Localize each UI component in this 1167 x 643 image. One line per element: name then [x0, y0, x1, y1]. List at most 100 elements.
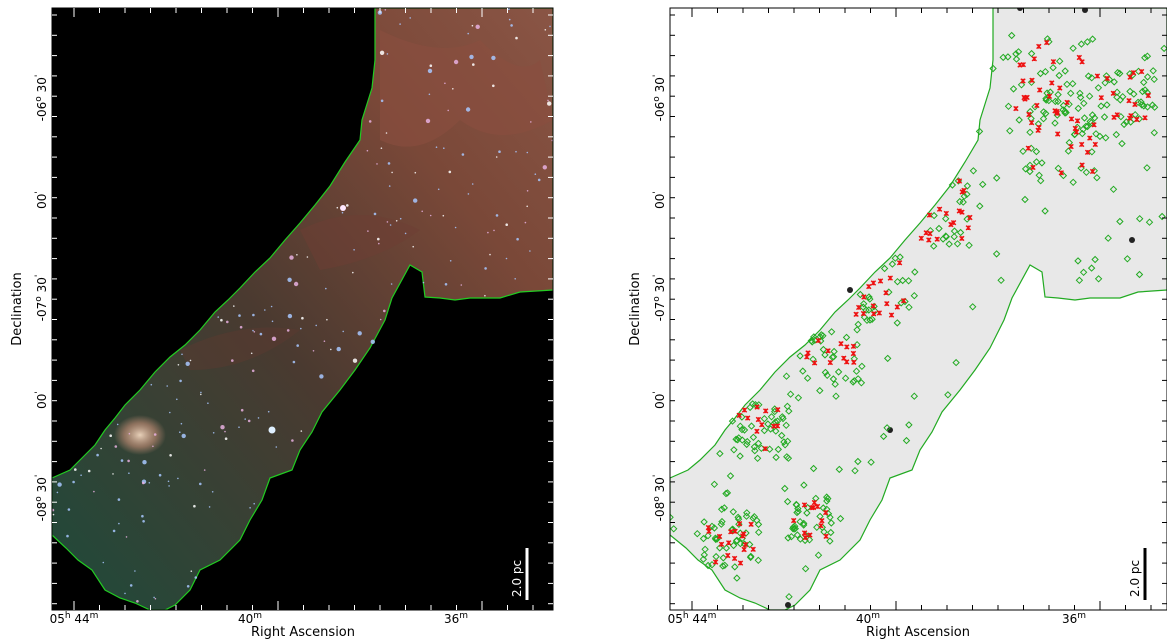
star	[141, 514, 144, 518]
yso-cross	[844, 359, 850, 365]
star	[231, 359, 234, 362]
yso-diamond	[753, 516, 761, 525]
yso-diamond	[732, 435, 740, 444]
yso-diamond	[701, 545, 709, 554]
yso-diamond	[999, 53, 1007, 62]
yso-cross	[1128, 113, 1134, 119]
yso-diamond	[1143, 52, 1152, 60]
star	[386, 221, 389, 223]
yso-cross	[809, 505, 815, 511]
yso-cross	[838, 341, 844, 347]
star	[167, 480, 170, 483]
yso-cross	[1074, 118, 1081, 124]
star	[388, 185, 391, 187]
yso-cross	[801, 502, 808, 508]
yso-diamond	[1045, 96, 1053, 105]
star	[395, 220, 398, 222]
star	[341, 211, 344, 214]
star	[57, 482, 62, 487]
left-y-tick-labels: -06o 30' 00' -07o 30' 00' -08o 30'	[34, 75, 49, 522]
yso-cross	[927, 230, 933, 237]
y-tick-label: 00'	[34, 191, 49, 209]
yso-diamond	[785, 592, 793, 601]
y-tick-label: -06o 30'	[34, 75, 49, 122]
yso-diamond	[803, 509, 811, 517]
right-y-tick-labels: -06o 30' 00' -07o 30' 00' -08o 30'	[652, 75, 667, 522]
star	[142, 481, 145, 485]
yso-diamond	[953, 240, 962, 248]
star	[185, 361, 190, 366]
yso-diamond	[1086, 117, 1094, 126]
yso-cross	[731, 555, 738, 562]
yso-cross	[934, 236, 940, 242]
star	[352, 358, 358, 363]
star	[142, 460, 147, 465]
y-tick-label: -07o 30'	[652, 275, 667, 322]
yso-cross	[818, 523, 824, 529]
yso-diamond	[1019, 147, 1027, 156]
yso-diamond	[1080, 99, 1088, 108]
star	[238, 426, 240, 429]
yso-cross	[1079, 141, 1085, 148]
star	[118, 522, 120, 525]
yso-diamond	[755, 401, 763, 409]
yso-cross	[871, 311, 877, 317]
yso-diamond	[1141, 53, 1149, 62]
yso-diamond	[787, 532, 796, 541]
yso-diamond	[827, 519, 836, 527]
star	[189, 359, 192, 362]
star	[200, 393, 202, 396]
yso-diamond	[948, 181, 957, 189]
yso-diamond	[1139, 78, 1148, 87]
star	[74, 468, 77, 471]
star	[435, 146, 438, 148]
star	[109, 434, 112, 438]
yso-diamond	[816, 333, 824, 341]
yso-diamond	[902, 436, 911, 445]
bright-star	[340, 205, 346, 211]
yso-cross	[742, 541, 749, 548]
yso-diamond	[883, 354, 892, 363]
yso-diamond	[1078, 129, 1087, 138]
yso-diamond	[712, 552, 720, 561]
yso-diamond	[965, 241, 973, 250]
star	[524, 221, 527, 224]
star	[427, 68, 433, 74]
star	[330, 348, 332, 351]
left-y-axis-label: Declination	[10, 272, 25, 346]
yso-diamond	[729, 541, 738, 550]
yso-diamond	[992, 174, 1001, 182]
yso-diamond	[851, 466, 859, 475]
star	[429, 214, 432, 217]
reflection-nebula	[114, 415, 166, 455]
star	[300, 327, 302, 330]
star	[526, 190, 529, 192]
yso-cross	[1134, 116, 1140, 123]
yso-cross	[741, 546, 747, 553]
yso-cross	[745, 415, 751, 421]
yso-diamond	[893, 319, 902, 327]
yso-cross	[706, 528, 712, 534]
star	[442, 214, 445, 217]
yso-cross	[1028, 120, 1035, 126]
yso-diamond	[753, 454, 762, 463]
yso-diamond	[783, 437, 792, 446]
x-tick-label: 36m	[444, 611, 468, 626]
star	[247, 419, 251, 423]
star	[179, 379, 182, 383]
yso-diamond	[793, 508, 801, 517]
yso-diamond	[896, 253, 904, 261]
yso-diamond	[1137, 98, 1145, 106]
yso-diamond	[1026, 161, 1034, 170]
star	[471, 24, 474, 27]
yso-diamond	[1101, 134, 1110, 142]
yso-cross	[876, 310, 882, 316]
yso-diamond	[729, 508, 738, 516]
x-tick-label: 36m	[1062, 611, 1086, 626]
star	[379, 318, 382, 321]
star	[380, 147, 383, 149]
yso-diamond	[1004, 102, 1013, 111]
yso-diamond	[1041, 109, 1050, 118]
star	[124, 592, 126, 595]
yso-diamond	[1038, 159, 1046, 167]
